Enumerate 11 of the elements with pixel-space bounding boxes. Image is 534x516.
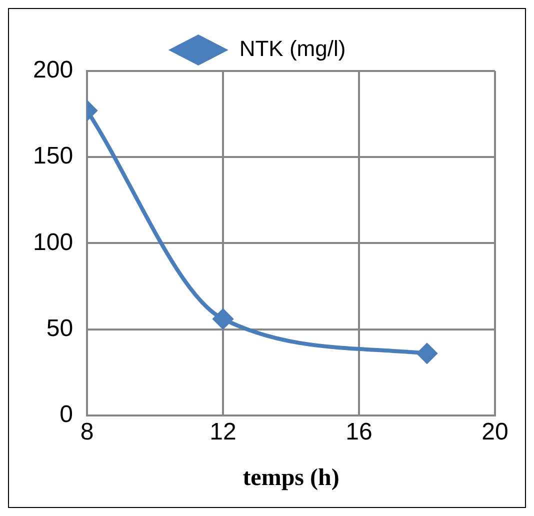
legend-label: NTK (mg/l) <box>239 36 346 62</box>
x-tick-label: 8 <box>80 418 94 446</box>
x-axis-title: temps (h) <box>242 464 340 491</box>
y-tick-label: 100 <box>32 228 74 256</box>
y-tick-label: 50 <box>46 314 74 342</box>
x-tick-label: 16 <box>346 418 372 446</box>
y-tick-label: 200 <box>32 56 74 84</box>
x-tick-label: 20 <box>482 418 508 446</box>
y-tick-label: 150 <box>32 142 74 170</box>
x-tick-label: 12 <box>210 418 236 446</box>
y-tick-label: 0 <box>60 401 74 428</box>
